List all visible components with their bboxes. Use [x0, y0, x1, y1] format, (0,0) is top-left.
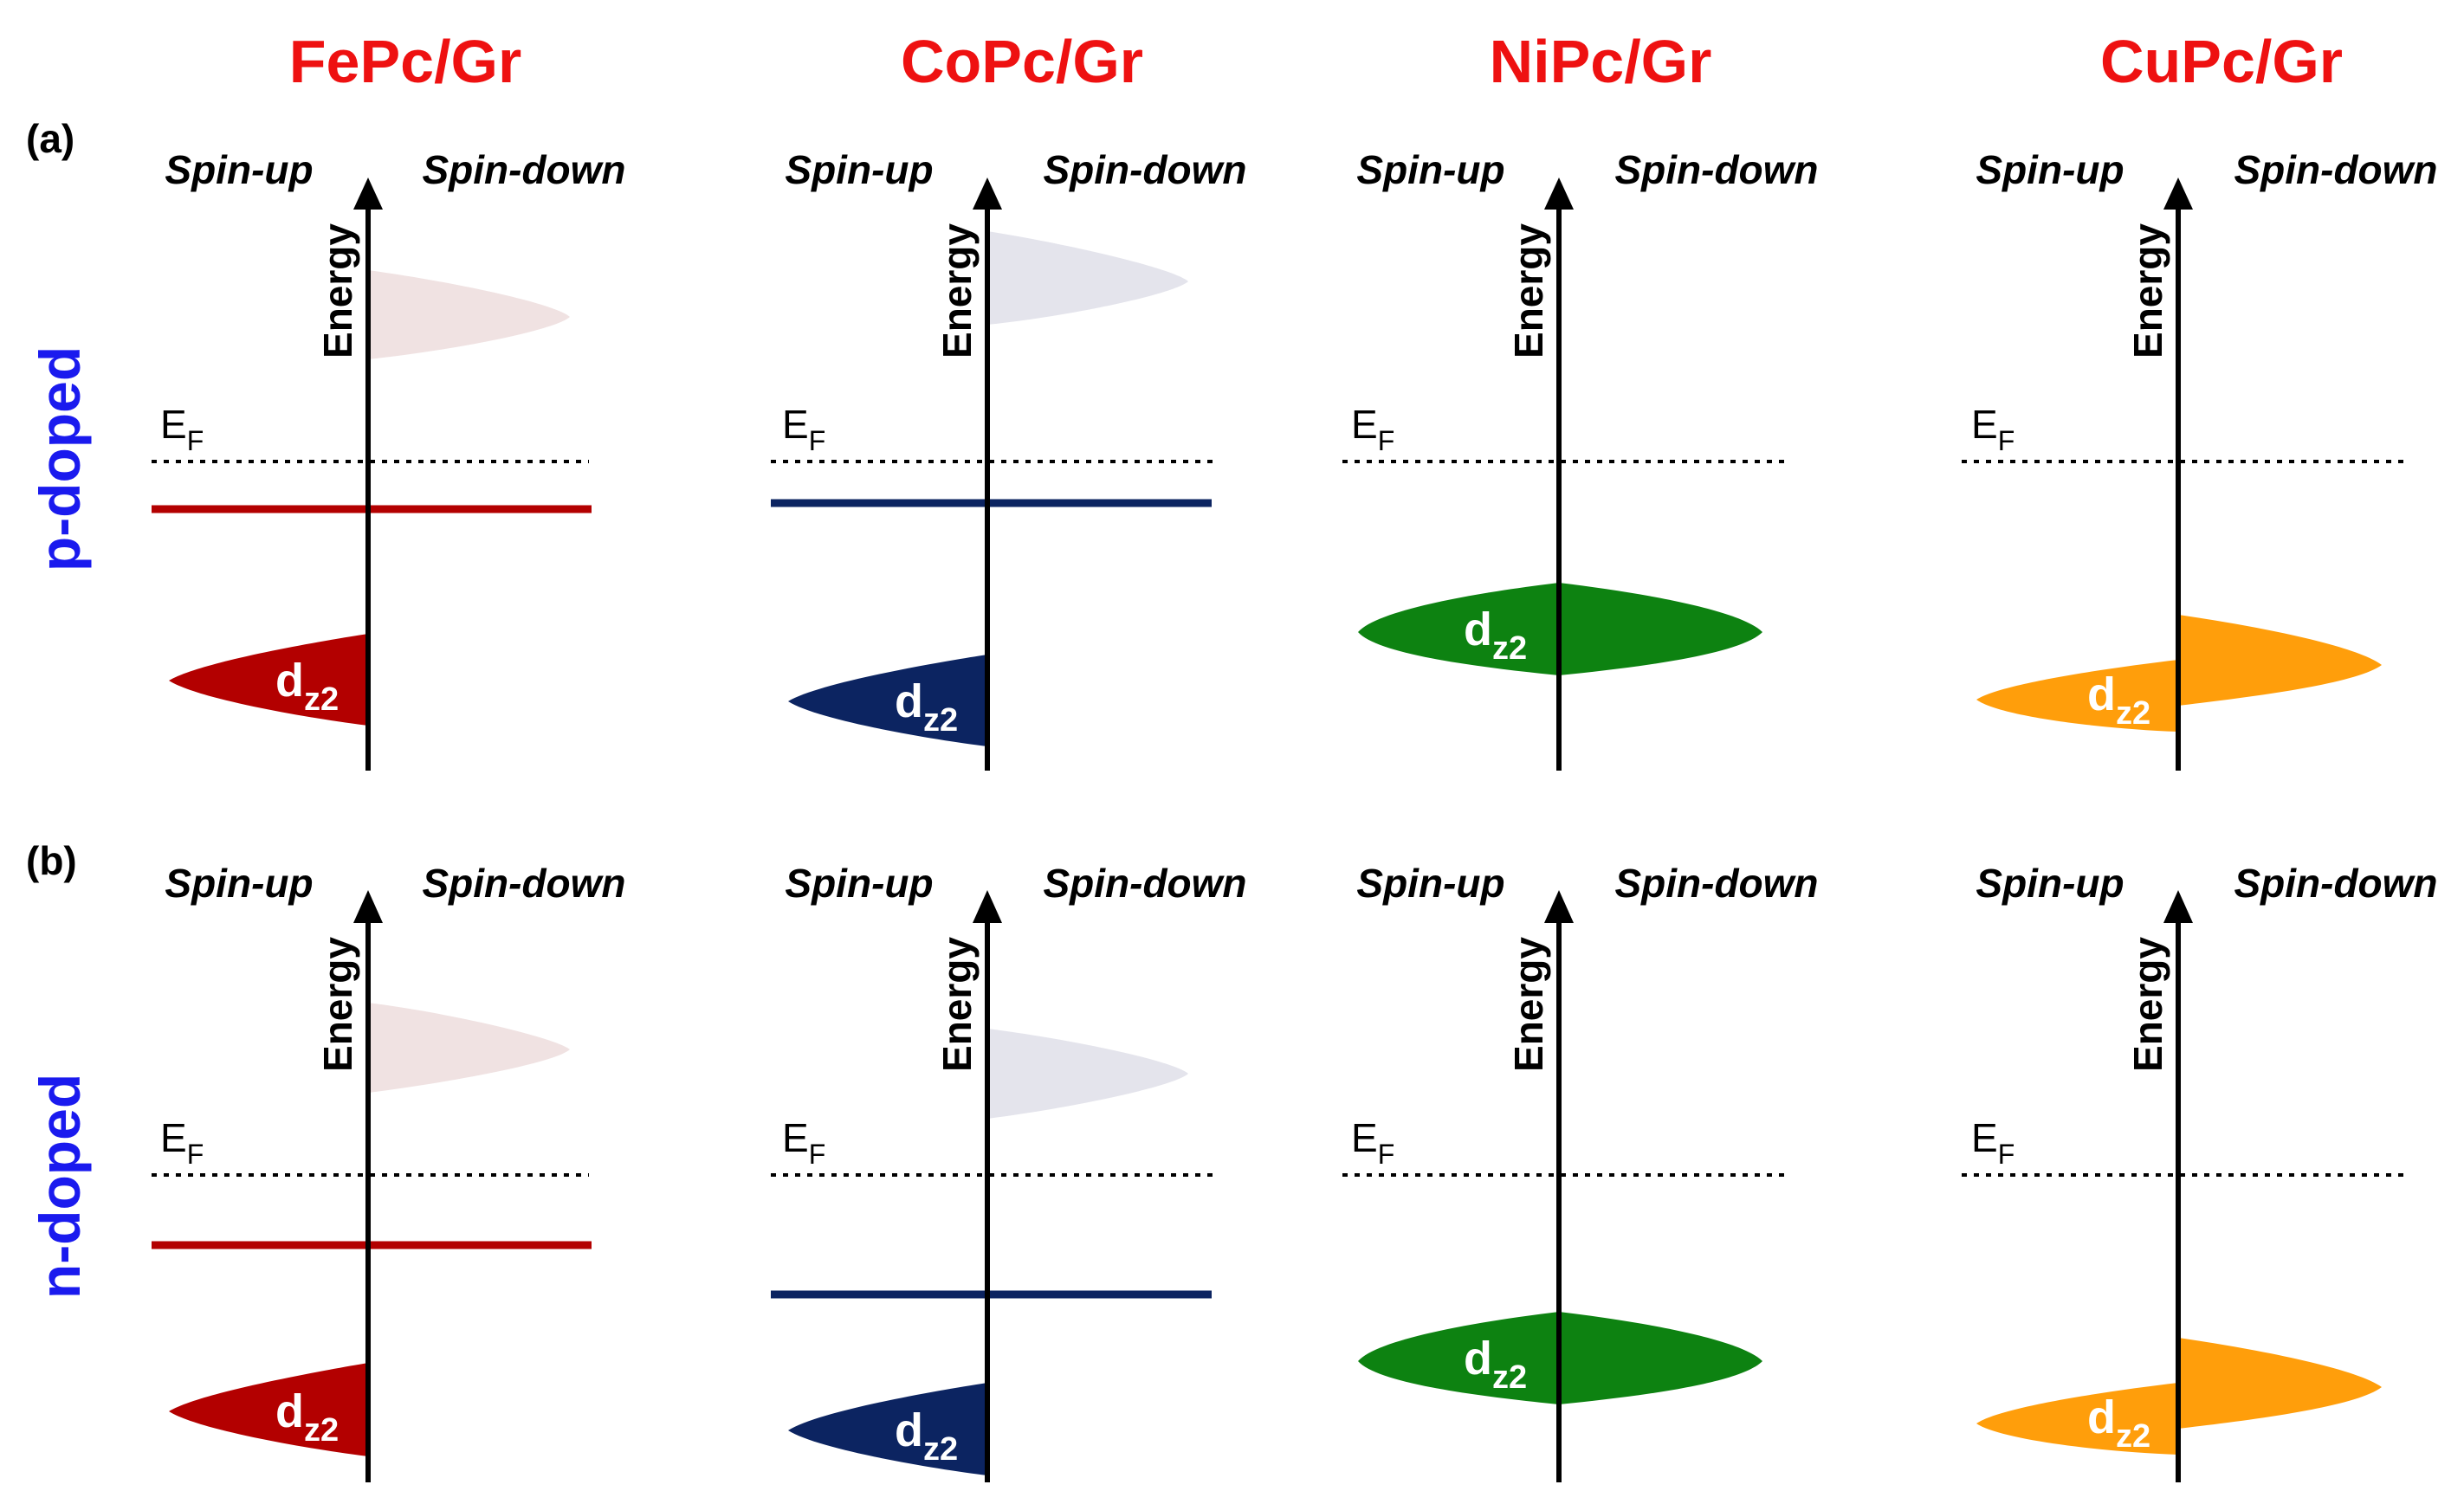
column-title-nipc: NiPc/Gr	[1490, 28, 1712, 95]
fermi-level-label: EF	[160, 402, 204, 456]
panel-b-copc: Spin-up Spin-down EF dz2 Energy	[771, 861, 1247, 1482]
dz2-label: dz2	[2087, 1391, 2150, 1455]
row-side-label-p-doped: p-doped	[28, 346, 92, 571]
spin-down-label: Spin-down	[1614, 861, 1818, 906]
spin-up-label: Spin-up	[785, 147, 933, 192]
dz2-occupied-state	[169, 1363, 368, 1456]
dz2-label: dz2	[2087, 668, 2150, 732]
fermi-level-label: EF	[1971, 1115, 2015, 1170]
energy-axis-label: Energy	[1506, 223, 1551, 358]
unoccupied-state	[368, 1003, 570, 1093]
dz2-label: dz2	[1464, 1333, 1527, 1396]
column-title-fepc: FePc/Gr	[289, 28, 521, 95]
energy-axis-arrowhead	[353, 178, 383, 210]
dz2-occupied-state	[169, 634, 368, 726]
panel-label-a: (a)	[26, 116, 74, 161]
spin-up-label: Spin-up	[1976, 147, 2124, 192]
dz2-label: dz2	[1464, 604, 1527, 667]
column-title-copc: CoPc/Gr	[901, 28, 1143, 95]
spin-up-label: Spin-up	[165, 147, 313, 192]
dz2-occupied-state	[788, 1383, 987, 1475]
spin-down-label: Spin-down	[422, 147, 625, 192]
dz2-label: dz2	[895, 1404, 958, 1468]
unoccupied-state	[987, 1029, 1188, 1119]
fermi-level-label: EF	[1351, 1115, 1394, 1170]
spin-up-label: Spin-up	[1356, 861, 1504, 906]
dz2-label: dz2	[275, 1385, 339, 1449]
dz2-label: dz2	[895, 675, 958, 739]
panel-b-fepc: Spin-up Spin-down EF dz2 Energy	[152, 861, 626, 1482]
energy-axis-arrowhead	[353, 890, 383, 923]
energy-axis-label: Energy	[315, 223, 360, 358]
energy-axis-label: Energy	[2125, 223, 2170, 358]
spin-up-label: Spin-up	[1976, 861, 2124, 906]
energy-axis-label: Energy	[935, 937, 980, 1072]
spin-down-label: Spin-down	[1043, 861, 1246, 906]
energy-axis-arrowhead	[1544, 890, 1574, 923]
panel-a-nipc: Spin-up Spin-down EF dz2 Energy	[1342, 147, 1819, 771]
energy-axis-arrowhead	[2163, 178, 2193, 210]
fermi-level-label: EF	[160, 1115, 204, 1170]
spin-down-label: Spin-down	[2234, 147, 2437, 192]
energy-axis-label: Energy	[2125, 937, 2170, 1072]
energy-axis-arrowhead	[2163, 890, 2193, 923]
spin-down-label: Spin-down	[1614, 147, 1818, 192]
fermi-level-label: EF	[782, 1115, 825, 1170]
unoccupied-state	[987, 231, 1188, 325]
panel-a-cupc: Spin-up Spin-down EF dz2 Energy	[1962, 147, 2438, 771]
spin-up-label: Spin-up	[785, 861, 933, 906]
energy-axis-label: Energy	[1506, 937, 1551, 1072]
energy-axis-arrowhead	[973, 178, 1002, 210]
energy-axis-label: Energy	[315, 937, 360, 1072]
fermi-level-label: EF	[1971, 402, 2015, 456]
column-title-cupc: CuPc/Gr	[2100, 28, 2343, 95]
spin-down-label: Spin-down	[1043, 147, 1246, 192]
dz2-occupied-state	[788, 655, 987, 746]
row-side-label-n-doped: n-doped	[28, 1074, 92, 1299]
fermi-level-label: EF	[1351, 402, 1394, 456]
unoccupied-state	[368, 270, 570, 359]
spin-down-label: Spin-down	[422, 861, 625, 906]
spin-up-label: Spin-up	[1356, 147, 1504, 192]
fermi-level-label: EF	[782, 402, 825, 456]
panel-b-nipc: Spin-up Spin-down EF dz2 Energy	[1342, 861, 1819, 1482]
dz2-label: dz2	[275, 655, 339, 718]
spin-down-label: Spin-down	[2234, 861, 2437, 906]
spin-up-label: Spin-up	[165, 861, 313, 906]
energy-axis-arrowhead	[1544, 178, 1574, 210]
panel-b-cupc: Spin-up Spin-down EF dz2 Energy	[1962, 861, 2438, 1482]
energy-axis-arrowhead	[973, 890, 1002, 923]
energy-axis-label: Energy	[935, 223, 980, 358]
panel-label-b: (b)	[26, 838, 77, 883]
panel-a-fepc: Spin-up Spin-down EF dz2 Energy	[152, 147, 626, 771]
panel-a-copc: Spin-up Spin-down EF dz2 Energy	[771, 147, 1247, 771]
